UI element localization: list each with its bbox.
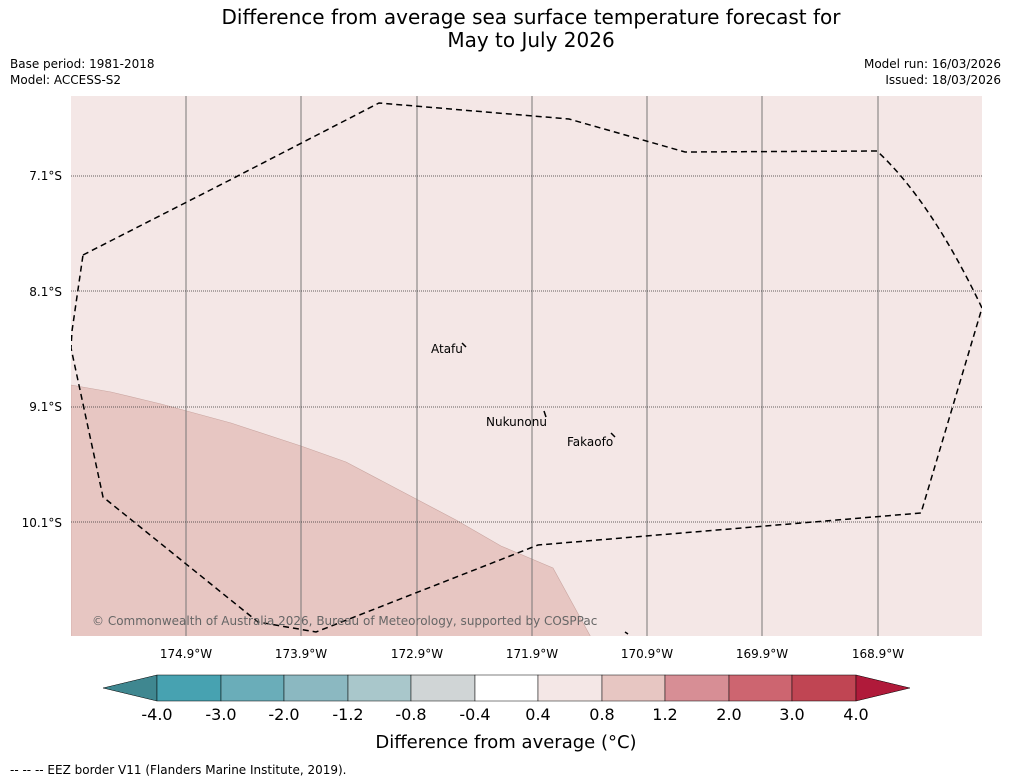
colorbar-segment — [601, 674, 666, 702]
model-run: Model run: 16/03/2026 — [863, 57, 1001, 71]
lon-label: 172.9°W — [390, 647, 444, 661]
colorbar-segment — [283, 674, 349, 702]
colorbar-tick: 4.0 — [843, 705, 869, 724]
longitude-gridlines — [185, 96, 879, 636]
colorbar-segment — [664, 674, 730, 702]
map-svg — [71, 96, 982, 636]
base-period: Base period: 1981-2018 — [10, 57, 155, 71]
colorbar-tick: -0.8 — [395, 705, 427, 724]
fakaofo-island — [610, 432, 616, 438]
colorbar-tick: -2.0 — [268, 705, 300, 724]
colorbar-segment — [537, 674, 603, 702]
lon-label: 174.9°W — [159, 647, 213, 661]
colorbar-segment — [156, 674, 222, 702]
lon-label: 169.9°W — [735, 647, 789, 661]
lat-label: 9.1°S — [29, 400, 62, 414]
title-line-1: Difference from average sea surface temp… — [221, 5, 841, 29]
colorbar-segment — [791, 674, 857, 702]
colorbar-segment — [347, 674, 412, 702]
colorbar-title: Difference from average (°C) — [375, 732, 637, 753]
colorbar-tick: 0.8 — [589, 705, 615, 724]
footnote-legend: -- -- -- EEZ border V11 (Flanders Marine… — [10, 763, 347, 777]
lat-label: 10.1°S — [21, 516, 62, 530]
colorbar-tick: -0.4 — [459, 705, 491, 724]
lon-label: 170.9°W — [620, 647, 674, 661]
place-label-atafu: Atafu — [431, 342, 463, 356]
title-line-2: May to July 2026 — [447, 28, 615, 52]
colorbar-segment — [728, 674, 793, 702]
issued-date: Issued: 18/03/2026 — [885, 73, 1001, 87]
colorbar-high-extension — [855, 674, 911, 702]
map-title: Difference from average sea surface temp… — [0, 6, 1011, 52]
model-name: Model: ACCESS-S2 — [10, 73, 122, 87]
eez-border — [71, 102, 982, 633]
colorbar-segment — [474, 674, 539, 702]
nukunonu-island — [543, 410, 547, 418]
lon-label: 171.9°W — [505, 647, 559, 661]
colorbar-segment — [410, 674, 476, 702]
warm-anomaly-region — [71, 384, 591, 636]
swains-marker — [624, 631, 629, 635]
map-area[interactable] — [71, 96, 982, 636]
colorbar-tick: 1.2 — [652, 705, 678, 724]
lat-label: 8.1°S — [29, 285, 62, 299]
meta-left: Base period: 1981-2018 Model: ACCESS-S2 — [10, 56, 155, 88]
colorbar — [102, 674, 911, 702]
colorbar-tick: -4.0 — [141, 705, 173, 724]
place-label-fakaofo: Fakaofo — [567, 435, 614, 449]
colorbar-tick: -3.0 — [205, 705, 237, 724]
lat-label: 7.1°S — [29, 169, 62, 183]
lon-label: 173.9°W — [274, 647, 328, 661]
colorbar-low-extension — [102, 674, 158, 702]
colorbar-segment — [220, 674, 285, 702]
atafu-island — [461, 342, 467, 348]
colorbar-tick: 2.0 — [716, 705, 742, 724]
colorbar-tick: 3.0 — [779, 705, 805, 724]
copyright-notice: © Commonwealth of Australia 2026, Bureau… — [92, 614, 598, 628]
colorbar-tick: 0.4 — [525, 705, 551, 724]
meta-right: Model run: 16/03/2026 Issued: 18/03/2026 — [864, 56, 1001, 88]
lon-label: 168.9°W — [851, 647, 905, 661]
place-label-nukunonu: Nukunonu — [486, 415, 547, 429]
colorbar-tick: -1.2 — [332, 705, 364, 724]
